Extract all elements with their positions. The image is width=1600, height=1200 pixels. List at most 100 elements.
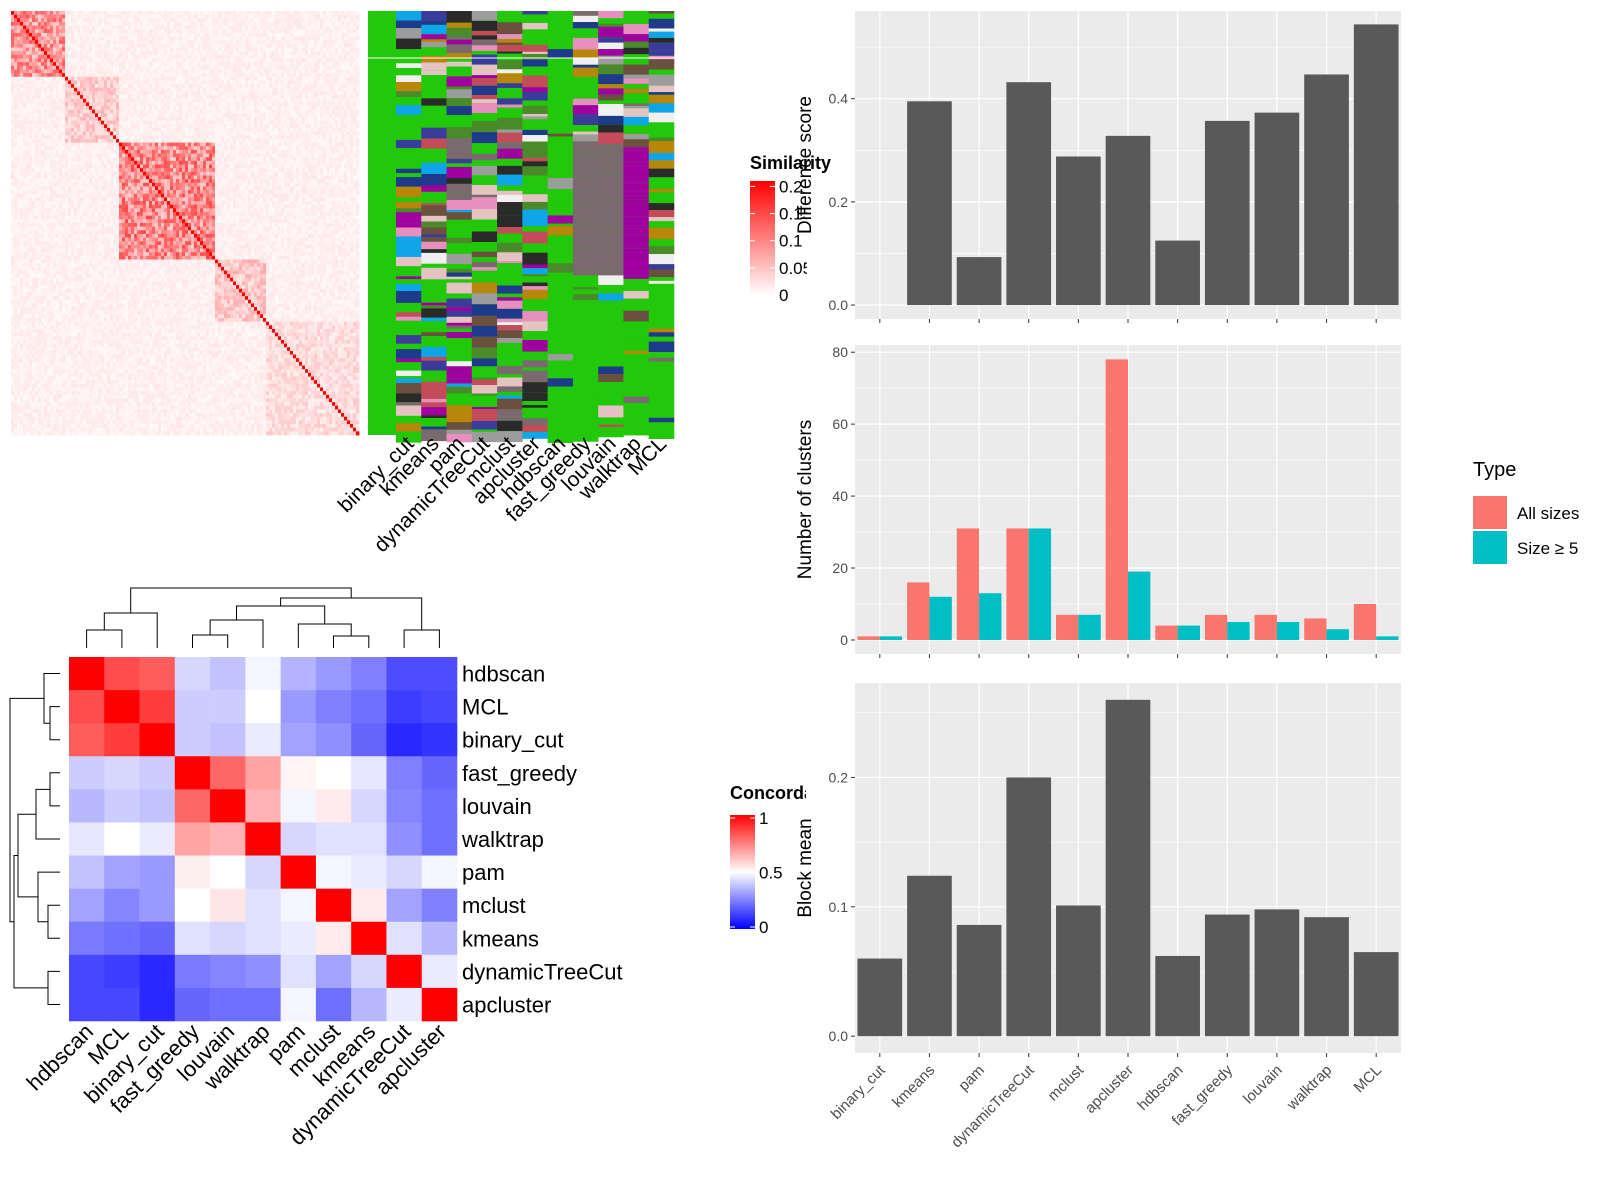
similarity-cell <box>164 58 168 63</box>
similarity-cell <box>62 127 66 133</box>
similarity-cell <box>53 43 57 48</box>
similarity-cell <box>275 124 279 129</box>
similarity-cell <box>107 135 111 140</box>
similarity-cell <box>122 131 126 136</box>
similarity-cell <box>41 84 45 89</box>
similarity-cell <box>296 80 300 85</box>
similarity-cell <box>254 127 258 133</box>
similarity-cell <box>173 98 177 103</box>
similarity-cell <box>197 62 201 67</box>
similarity-cell <box>11 65 15 70</box>
similarity-cell <box>206 25 210 30</box>
similarity-cell <box>293 117 297 122</box>
similarity-cell <box>35 58 39 63</box>
similarity-cell <box>314 76 318 81</box>
similarity-cell <box>59 76 63 81</box>
similarity-cell <box>356 51 360 56</box>
similarity-cell <box>41 40 45 45</box>
similarity-cell <box>206 120 210 125</box>
similarity-cell <box>311 106 315 111</box>
similarity-cell <box>104 29 108 34</box>
similarity-cell <box>233 51 237 56</box>
similarity-cell <box>104 69 108 74</box>
similarity-cell <box>47 117 51 122</box>
similarity-cell <box>209 76 213 81</box>
similarity-cell <box>41 69 45 74</box>
similarity-cell <box>143 11 147 16</box>
similarity-cell <box>182 62 186 67</box>
similarity-cell <box>227 29 231 34</box>
similarity-cell <box>245 135 249 140</box>
similarity-cell <box>290 98 294 103</box>
similarity-cell <box>44 84 48 89</box>
similarity-cell <box>317 11 321 16</box>
similarity-cell <box>347 142 351 147</box>
similarity-cell <box>308 18 312 23</box>
similarity-cell <box>152 98 156 103</box>
similarity-cell <box>50 65 54 70</box>
similarity-cell <box>275 127 279 133</box>
similarity-cell <box>191 58 195 63</box>
similarity-cell <box>287 131 291 136</box>
similarity-cell <box>299 80 303 85</box>
similarity-cell <box>53 142 57 147</box>
similarity-cell <box>17 109 21 114</box>
similarity-cell <box>284 47 288 52</box>
similarity-cell <box>353 120 357 125</box>
similarity-cell <box>251 117 255 122</box>
similarity-cell <box>122 62 126 67</box>
similarity-cell <box>128 131 132 136</box>
similarity-cell <box>191 153 195 158</box>
similarity-cell <box>140 95 144 100</box>
similarity-cell <box>149 14 153 19</box>
similarity-cell <box>65 54 69 59</box>
similarity-cell <box>23 21 27 27</box>
similarity-cell <box>245 87 249 92</box>
similarity-cell <box>182 47 186 52</box>
similarity-cell <box>56 58 60 63</box>
similarity-cell <box>230 80 234 85</box>
similarity-cell <box>83 40 87 45</box>
similarity-cell <box>311 65 315 70</box>
similarity-cell <box>272 32 276 37</box>
similarity-cell <box>56 98 60 103</box>
similarity-cell <box>218 124 222 129</box>
similarity-cell <box>224 157 228 162</box>
similarity-cell <box>146 58 150 63</box>
similarity-cell <box>323 142 327 147</box>
similarity-cell <box>257 113 261 118</box>
similarity-cell <box>185 113 189 118</box>
similarity-cell <box>245 40 249 45</box>
similarity-cell <box>269 135 273 140</box>
similarity-cell <box>197 157 201 162</box>
similarity-cell <box>347 109 351 114</box>
similarity-cell <box>86 164 90 169</box>
similarity-cell <box>344 124 348 129</box>
similarity-cell <box>86 102 90 107</box>
similarity-cell <box>266 124 270 129</box>
similarity-cell <box>23 91 27 96</box>
similarity-cell <box>233 120 237 125</box>
similarity-cell <box>167 157 171 162</box>
similarity-cell <box>11 87 15 92</box>
similarity-cell <box>170 127 174 133</box>
similarity-cell <box>314 21 318 27</box>
similarity-cell <box>158 51 162 56</box>
similarity-cell <box>269 95 273 100</box>
similarity-cell <box>47 87 51 92</box>
similarity-cell <box>218 65 222 70</box>
similarity-cell <box>95 102 99 107</box>
similarity-cell <box>23 102 27 107</box>
similarity-cell <box>23 25 27 30</box>
similarity-cell <box>59 36 63 41</box>
similarity-cell <box>296 25 300 30</box>
similarity-cell <box>284 58 288 63</box>
similarity-cell <box>56 32 60 37</box>
similarity-cell <box>179 138 183 143</box>
similarity-cell <box>314 142 318 147</box>
similarity-cell <box>341 98 345 103</box>
similarity-cell <box>137 160 141 165</box>
similarity-cell <box>122 142 126 147</box>
similarity-cell <box>269 58 273 63</box>
similarity-cell <box>332 40 336 45</box>
